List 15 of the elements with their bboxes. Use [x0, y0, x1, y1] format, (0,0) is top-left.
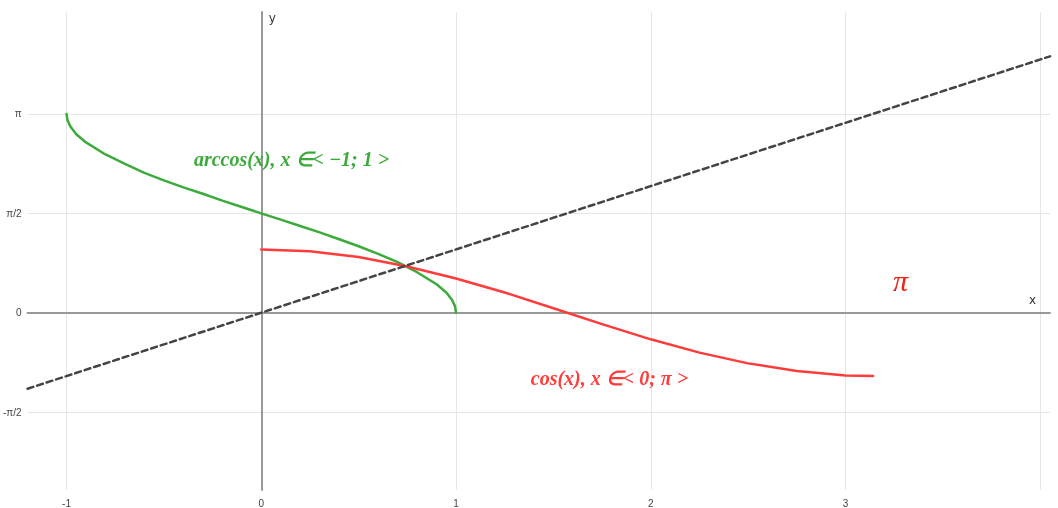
x-tick-label: -1: [62, 497, 72, 508]
y-tick-label: -π/2: [2, 406, 22, 418]
x-tick-label: 0: [258, 497, 265, 508]
x-axis-title: x: [1028, 292, 1036, 307]
x-tick-label: 3: [842, 497, 849, 508]
y-axis-title: y: [268, 11, 276, 25]
y-tick-label: 0: [16, 307, 23, 319]
series-label: cos(x), x ∈< 0; π >: [530, 367, 689, 391]
y-tick-label: π/2: [6, 207, 22, 219]
x-tick-label: 2: [647, 497, 654, 508]
y-tick-label: π: [14, 108, 22, 120]
x-tick-label: 1: [453, 497, 460, 508]
annotation: π: [892, 263, 909, 297]
line-series: [65, 112, 458, 314]
series-label: arccos(x), x ∈< −1; 1 >: [193, 148, 390, 172]
